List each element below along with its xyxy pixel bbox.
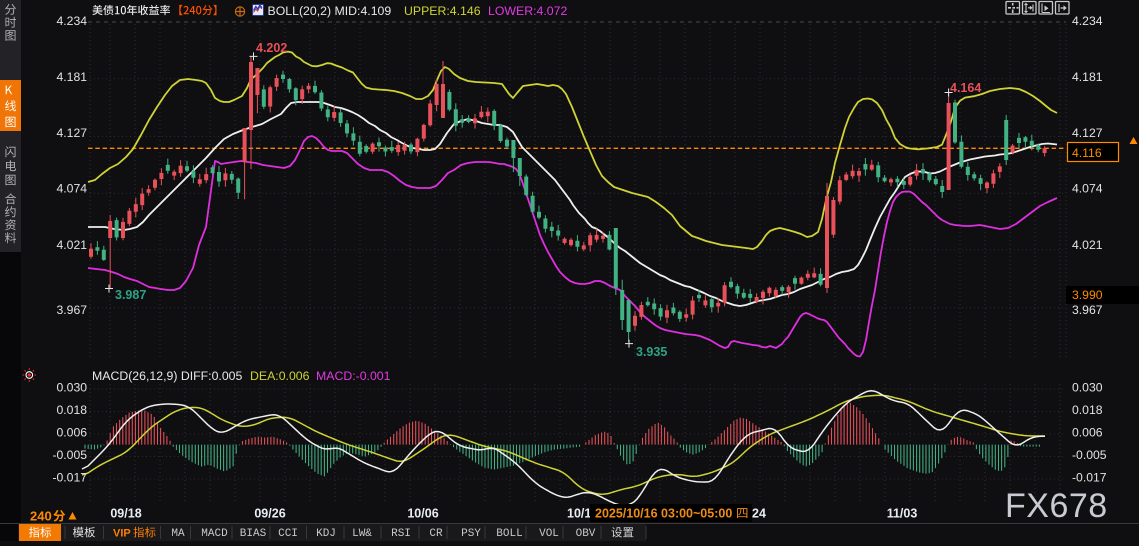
svg-text:0.018: 0.018 <box>57 403 88 417</box>
svg-text:-0.017: -0.017 <box>52 471 87 485</box>
svg-text:4.181: 4.181 <box>57 70 88 84</box>
svg-text:3.935: 3.935 <box>636 345 667 359</box>
svg-text:PSY: PSY <box>461 528 481 540</box>
svg-text:RSI: RSI <box>391 528 411 540</box>
svg-text:-0.005: -0.005 <box>52 448 87 462</box>
svg-text:LW&: LW& <box>352 528 372 540</box>
svg-text:3.987: 3.987 <box>115 288 146 302</box>
svg-text:4.234: 4.234 <box>57 14 88 28</box>
svg-text:LOWER:4.072: LOWER:4.072 <box>488 4 567 18</box>
svg-text:10/06: 10/06 <box>407 507 438 521</box>
svg-text:2025/10/16 03:00~05:00: 2025/10/16 03:00~05:00 <box>595 507 732 521</box>
svg-text:09/18: 09/18 <box>110 507 141 521</box>
svg-text:CCI: CCI <box>278 528 298 540</box>
svg-text:BOLL(20,2) MID:4.109: BOLL(20,2) MID:4.109 <box>268 4 392 18</box>
svg-text:3.990: 3.990 <box>1072 288 1103 302</box>
svg-text:4.127: 4.127 <box>57 126 88 140</box>
svg-text:240: 240 <box>30 509 52 524</box>
svg-text:4.074: 4.074 <box>1072 182 1103 196</box>
svg-text:0.030: 0.030 <box>1072 381 1103 395</box>
svg-text:10/1: 10/1 <box>567 507 591 521</box>
svg-text:0.030: 0.030 <box>57 381 88 395</box>
svg-text:4.202: 4.202 <box>256 41 287 55</box>
svg-text:0.006: 0.006 <box>1072 426 1103 440</box>
svg-text:BOLL: BOLL <box>496 528 522 540</box>
svg-text:MACD:-0.001: MACD:-0.001 <box>316 369 391 383</box>
svg-text:4.074: 4.074 <box>57 182 88 196</box>
svg-text:MA: MA <box>171 528 185 540</box>
svg-text:VIP: VIP <box>113 528 131 540</box>
svg-text:4.234: 4.234 <box>1072 14 1103 28</box>
svg-text:-0.005: -0.005 <box>1072 448 1107 462</box>
svg-text:3.967: 3.967 <box>57 303 88 317</box>
svg-text:4.021: 4.021 <box>57 238 88 252</box>
svg-text:4.164: 4.164 <box>950 81 981 95</box>
svg-text:UPPER:4.146: UPPER:4.146 <box>404 4 481 18</box>
svg-text:OBV: OBV <box>576 528 596 540</box>
svg-text:24: 24 <box>752 507 766 521</box>
svg-text:-0.017: -0.017 <box>1072 471 1107 485</box>
svg-text:3.967: 3.967 <box>1072 303 1103 317</box>
svg-text:BIAS: BIAS <box>240 528 267 540</box>
svg-text:4.181: 4.181 <box>1072 70 1103 84</box>
svg-text:09/26: 09/26 <box>254 507 285 521</box>
svg-text:0.006: 0.006 <box>57 426 88 440</box>
svg-text:DEA:0.006: DEA:0.006 <box>250 369 310 383</box>
svg-text:FX678: FX678 <box>1005 487 1108 525</box>
svg-text:MACD: MACD <box>201 528 228 540</box>
svg-text:11/03: 11/03 <box>887 507 918 521</box>
svg-text:VOL: VOL <box>539 528 559 540</box>
svg-text:MACD(26,12,9) DIFF:0.005: MACD(26,12,9) DIFF:0.005 <box>92 369 243 383</box>
svg-text:KDJ: KDJ <box>316 528 336 540</box>
svg-text:CR: CR <box>429 528 443 540</box>
svg-text:0.018: 0.018 <box>1072 403 1103 417</box>
svg-text:4.021: 4.021 <box>1072 238 1103 252</box>
svg-text:4.127: 4.127 <box>1072 126 1103 140</box>
svg-text:4.116: 4.116 <box>1072 146 1102 160</box>
